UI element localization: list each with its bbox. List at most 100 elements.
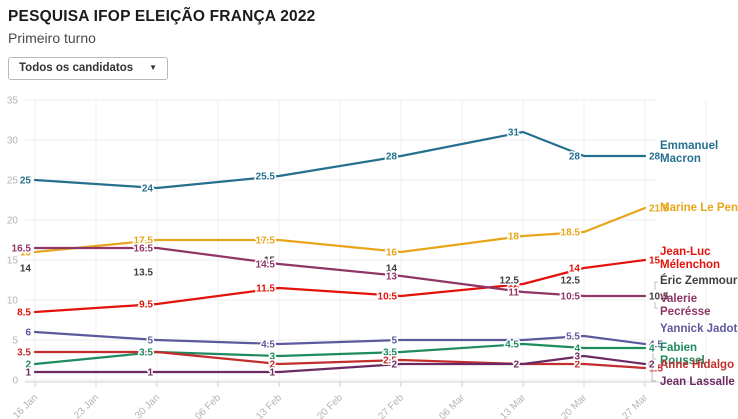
- data-label-yannick-jadot: 5: [147, 336, 153, 347]
- data-label-emmanuel-macron: 31: [508, 128, 520, 139]
- data-label-jean-lassalle: 1: [147, 368, 153, 379]
- data-label-fabien-roussel: 3.5: [139, 348, 153, 359]
- legend-leader-line: [654, 302, 658, 309]
- legend-leader-line: [651, 369, 656, 382]
- x-axis-tick-label: 13 Feb: [254, 392, 284, 419]
- data-label-valerie-pecresse: 10.5: [561, 292, 581, 303]
- x-axis-tick-label: 20 Feb: [315, 392, 345, 419]
- y-axis-tick-label: 30: [7, 136, 19, 147]
- legend-label-fabien-roussel: Fabien Roussel: [660, 342, 705, 367]
- data-label-jean-luc-melenchon: 8.5: [17, 308, 31, 319]
- data-label-marine-le-pen: 17.5: [256, 236, 276, 247]
- series-line-yannick-jadot: [33, 330, 647, 346]
- end-label-jean-luc-melenchon: 15: [649, 256, 661, 267]
- data-label-jean-luc-melenchon: 10.5: [378, 292, 398, 303]
- x-axis-tick-label: 16 Jan: [11, 392, 40, 419]
- page-subtitle: Primeiro turno: [8, 30, 96, 46]
- data-label-anne-hidalgo: 2: [269, 360, 275, 371]
- x-axis-tick-label: 30 Jan: [133, 392, 162, 419]
- data-label-marine-le-pen: 16: [386, 248, 398, 259]
- end-label-emmanuel-macron: 28: [649, 152, 661, 163]
- data-label-yannick-jadot: 4.5: [261, 340, 275, 351]
- legend-leader-line: [654, 281, 658, 290]
- data-label-marine-le-pen: 16: [20, 248, 32, 259]
- data-label-jean-lassalle: 1: [269, 368, 275, 379]
- candidate-filter-dropdown[interactable]: Todos os candidatos ▼: [8, 57, 169, 80]
- legend-label-valerie-pecresse: Valerie Pecrésse: [660, 293, 711, 318]
- data-label-yannick-jadot: 6: [25, 328, 31, 339]
- data-label-jean-lassalle: 2: [391, 360, 397, 371]
- data-label-valerie-pecresse: 16.5: [134, 244, 154, 255]
- data-label-emmanuel-macron: 25.5: [256, 172, 276, 183]
- y-axis-tick-label: 20: [7, 216, 19, 227]
- data-label-eric-zemmour: 13.5: [134, 268, 154, 279]
- data-label-valerie-pecresse: 16.5: [12, 244, 32, 255]
- y-axis-tick-label: 15: [7, 256, 19, 267]
- data-label-marine-le-pen: 18: [508, 232, 520, 243]
- legend-label-anne-hidalgo: Anne Hidalgo: [660, 359, 735, 371]
- data-label-fabien-roussel: 4: [574, 344, 580, 355]
- data-label-eric-zemmour: 14: [20, 264, 32, 275]
- y-axis-tick-label: 35: [7, 96, 19, 107]
- legend-label-yannick-jadot: Yannick Jadot: [660, 323, 738, 335]
- legend-label-jean-luc-melenchon: Jean-Luc Mélenchon: [660, 246, 721, 271]
- legend-label-eric-zemmour: Éric Zemmour: [660, 275, 738, 287]
- data-label-yannick-jadot: 5.5: [566, 332, 580, 343]
- data-label-eric-zemmour: 14: [386, 264, 398, 275]
- data-label-fabien-roussel: 3: [269, 352, 275, 363]
- y-axis-tick-label: 10: [7, 296, 19, 307]
- x-axis-tick-label: 27 Feb: [376, 392, 406, 419]
- series-line-jean-lassalle: [33, 354, 647, 374]
- data-label-fabien-roussel: 3.5: [383, 348, 397, 359]
- data-label-fabien-roussel: 4.5: [505, 340, 519, 351]
- data-label-eric-zemmour: 12.5: [561, 276, 581, 287]
- series-line-valerie-pecresse: [33, 246, 647, 298]
- data-label-eric-zemmour: 15: [264, 256, 276, 267]
- data-label-valerie-pecresse: 13: [386, 272, 398, 283]
- candidate-filter-label: Todos os candidatos: [19, 62, 134, 74]
- data-label-jean-luc-melenchon: 11.5: [256, 284, 275, 295]
- data-label-emmanuel-macron: 28: [569, 152, 581, 163]
- chevron-down-icon: ▼: [149, 63, 158, 72]
- end-label-marine-le-pen: 21.5: [649, 204, 669, 215]
- end-label-yannick-jadot: 4.5: [649, 340, 663, 351]
- y-axis-tick-label: 0: [12, 376, 18, 387]
- data-label-anne-hidalgo: 3.5: [17, 348, 31, 359]
- data-label-yannick-jadot: 5: [391, 336, 397, 347]
- data-label-jean-lassalle: 3: [574, 352, 580, 363]
- data-label-jean-luc-melenchon: 12: [508, 280, 520, 291]
- data-label-emmanuel-macron: 24: [142, 184, 154, 195]
- data-label-valerie-pecresse: 14.5: [256, 260, 276, 271]
- y-axis-tick-label: 5: [12, 336, 18, 347]
- data-label-anne-hidalgo: 2.5: [383, 356, 397, 367]
- data-label-valerie-pecresse: 11: [508, 288, 519, 299]
- legend-leader-line: [652, 353, 656, 360]
- page-title: PESQUISA IFOP ELEIÇÃO FRANÇA 2022: [8, 8, 316, 25]
- data-label-emmanuel-macron: 25: [20, 176, 32, 187]
- data-label-eric-zemmour: 12.5: [500, 276, 520, 287]
- series-line-marine-le-pen: [33, 206, 647, 254]
- x-axis-tick-label: 06 Mar: [437, 392, 467, 419]
- x-axis-tick-label: 13 Mar: [498, 392, 528, 419]
- data-label-jean-luc-melenchon: 14: [569, 264, 581, 275]
- y-axis-tick-label: 25: [7, 176, 19, 187]
- data-label-jean-lassalle: 2: [513, 360, 519, 371]
- end-label-jean-lassalle: 2: [649, 360, 655, 371]
- series-line-jean-luc-melenchon: [33, 258, 647, 314]
- data-label-marine-le-pen: 18.5: [561, 228, 581, 239]
- x-axis-tick-label: 27 Mar: [620, 392, 650, 419]
- x-axis-tick-label: 06 Feb: [193, 392, 223, 419]
- legend-label-emmanuel-macron: Emmanuel Macron: [660, 140, 719, 165]
- legend-label-jean-lassalle: Jean Lassalle: [660, 376, 735, 388]
- data-label-marine-le-pen: 17.5: [134, 236, 154, 247]
- end-label-eric-zemmour: 10.5: [649, 292, 669, 303]
- legend-label-marine-le-pen: Marine Le Pen: [660, 202, 738, 214]
- series-line-anne-hidalgo: [33, 350, 647, 370]
- data-label-jean-luc-melenchon: 9.5: [139, 300, 153, 311]
- end-label-fabien-roussel: 4: [649, 344, 655, 355]
- data-label-fabien-roussel: 2: [25, 360, 31, 371]
- data-label-jean-lassalle: 1: [25, 368, 31, 379]
- data-label-emmanuel-macron: 28: [386, 152, 398, 163]
